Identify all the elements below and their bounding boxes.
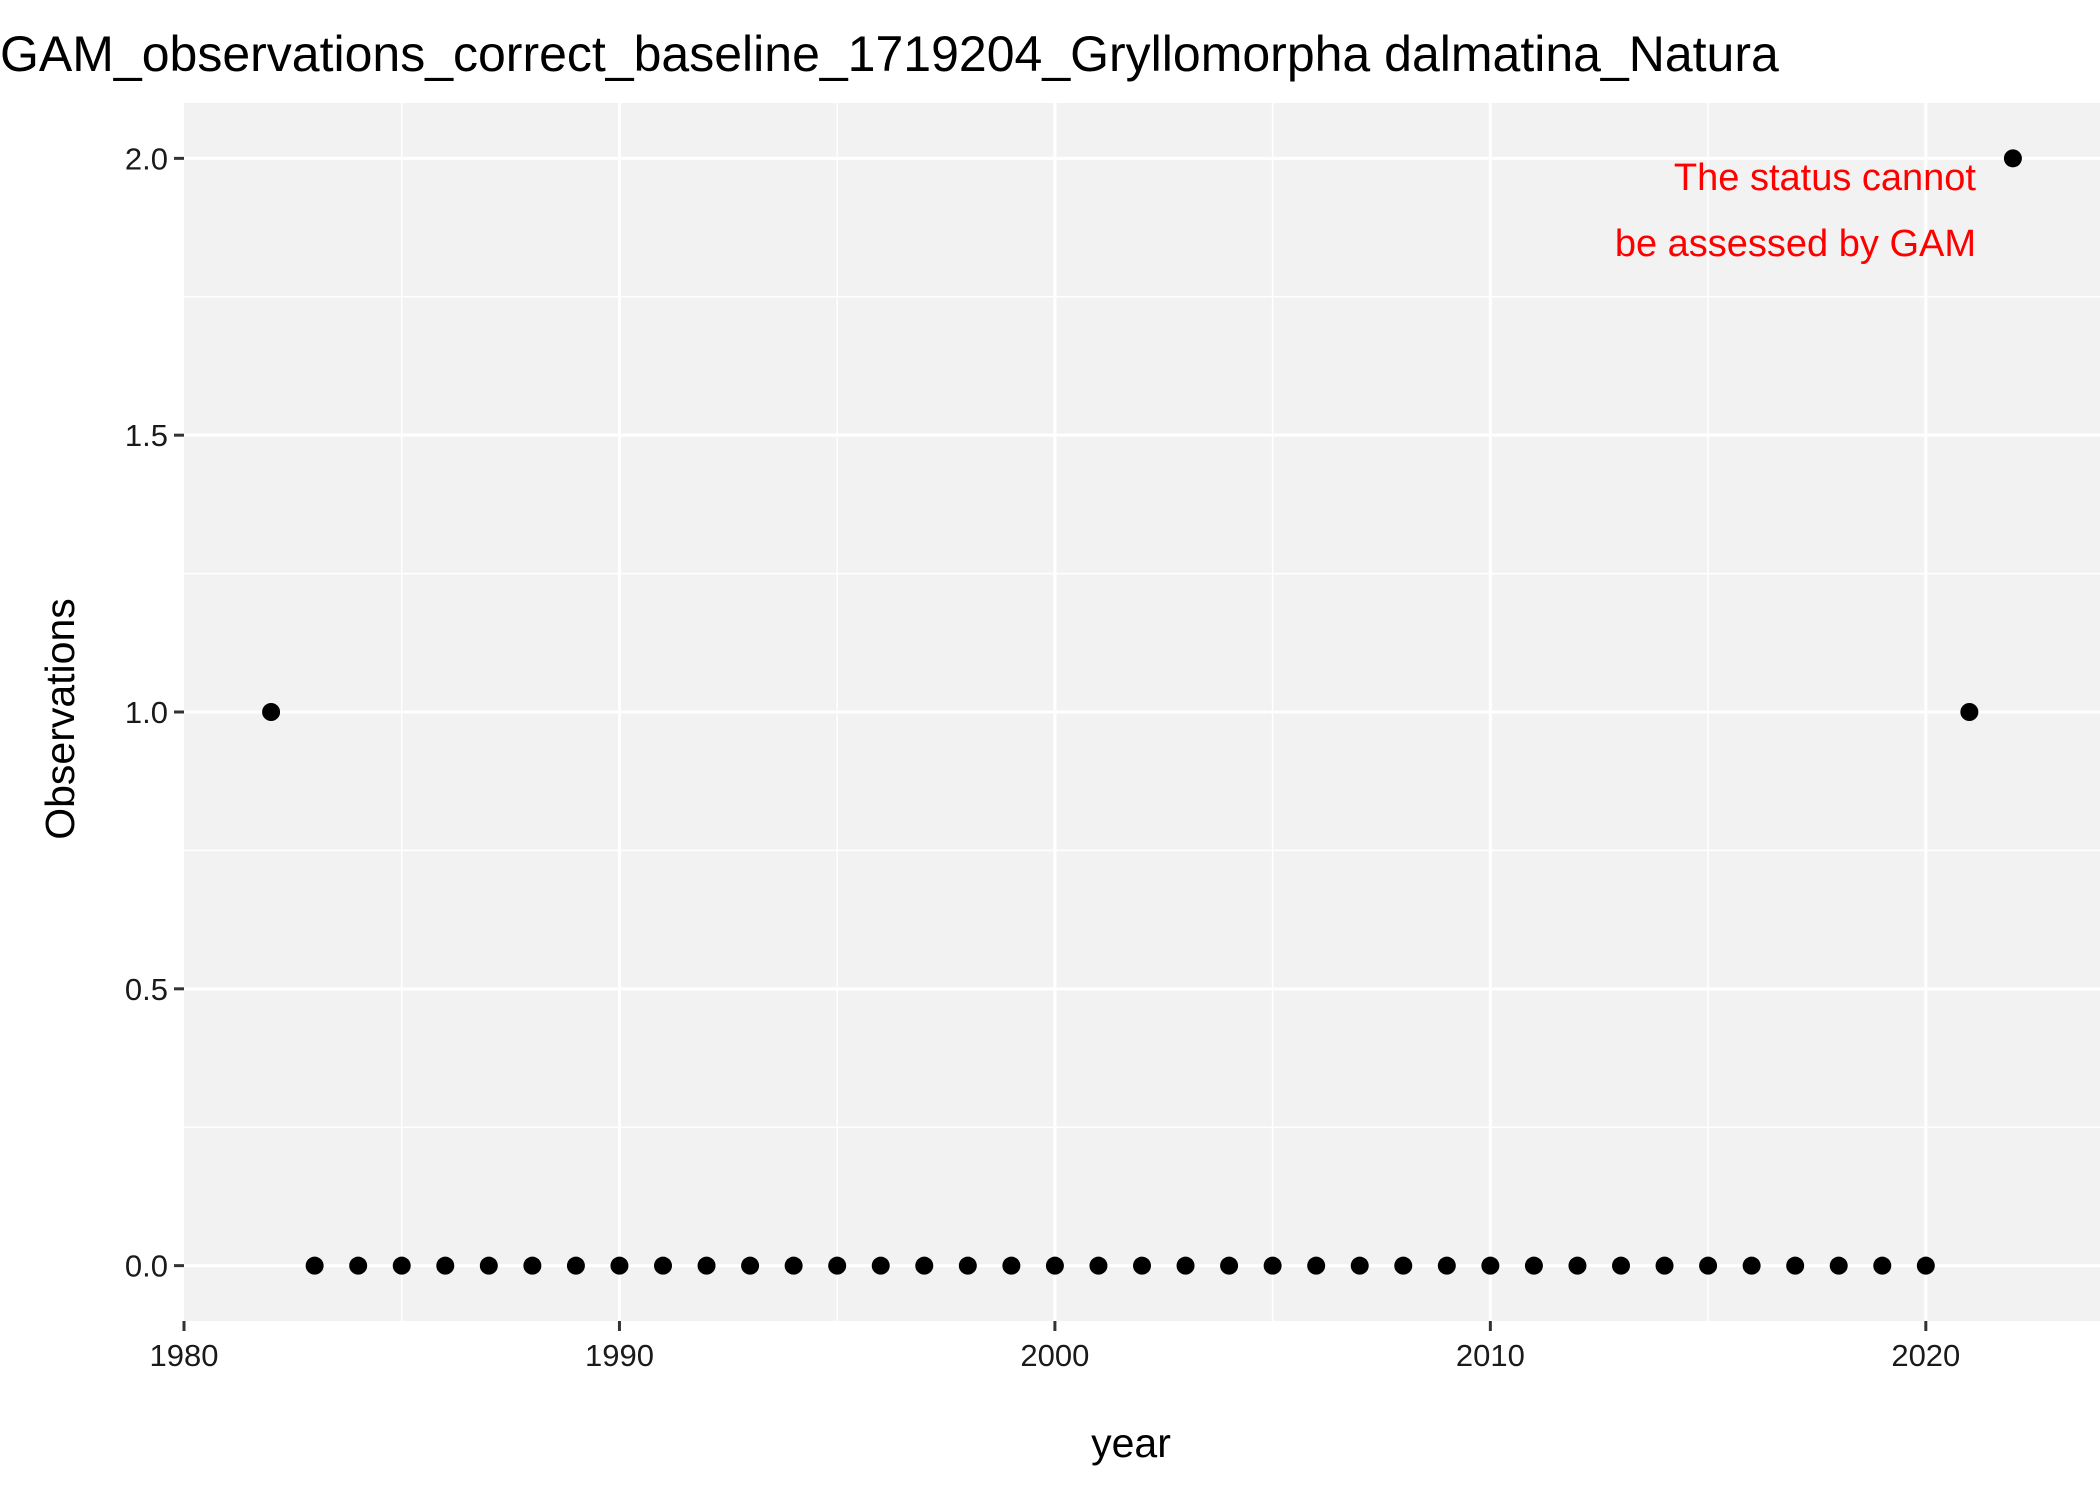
data-point (566, 1256, 585, 1275)
data-point (436, 1256, 455, 1275)
data-point (1742, 1256, 1761, 1275)
data-point (654, 1256, 672, 1275)
grid-major (184, 103, 2100, 1321)
chart-title: GAM_observations_correct_baseline_171920… (0, 26, 1779, 82)
data-point (828, 1256, 847, 1275)
data-point (1133, 1256, 1151, 1275)
data-point (610, 1256, 629, 1275)
x-tick-label: 2020 (1891, 1338, 1960, 1373)
data-point (1612, 1256, 1630, 1275)
data-point (1437, 1256, 1456, 1275)
data-point (1786, 1256, 1805, 1275)
data-point (349, 1256, 368, 1275)
data-point (741, 1256, 760, 1275)
data-point (1655, 1256, 1674, 1275)
data-point (1089, 1256, 1108, 1275)
data-point (262, 703, 281, 721)
data-point (784, 1256, 803, 1275)
data-point (1350, 1256, 1369, 1275)
data-point (1568, 1256, 1587, 1275)
data-point (1176, 1256, 1195, 1275)
data-point (915, 1256, 934, 1275)
data-point (523, 1256, 542, 1275)
data-point (1699, 1256, 1718, 1275)
data-point (1220, 1256, 1239, 1275)
data-point (1045, 1256, 1064, 1275)
data-points (262, 149, 2022, 1275)
y-tick-label: 0.5 (125, 972, 168, 1007)
data-point (392, 1256, 411, 1275)
data-point (479, 1256, 498, 1275)
data-point (1263, 1256, 1282, 1275)
y-tick-label: 2.0 (125, 141, 168, 176)
y-tick-label: 1.5 (125, 418, 168, 453)
x-axis-title: year (1091, 1420, 1171, 1466)
y-axis: 0.0 0.5 1.0 1.5 2.0 (125, 141, 184, 1284)
data-point (697, 1256, 716, 1275)
data-point (1394, 1256, 1413, 1275)
y-tick-label: 0.0 (125, 1249, 168, 1284)
y-axis-title: Observations (37, 598, 83, 840)
data-point (1002, 1256, 1021, 1275)
data-point (871, 1256, 890, 1275)
annotation-line: The status cannot (1674, 157, 1977, 199)
data-point (958, 1256, 977, 1275)
x-axis: 1980 1990 2000 2010 2020 (150, 1321, 1960, 1373)
data-point (2003, 149, 2022, 168)
data-point (1916, 1256, 1935, 1275)
x-tick-label: 1990 (585, 1338, 654, 1373)
status-annotation: The status cannot be assessed by GAM (1615, 157, 1977, 265)
data-point (1307, 1256, 1326, 1275)
data-point (305, 1256, 324, 1275)
data-point (1524, 1256, 1543, 1275)
data-point (1481, 1256, 1500, 1275)
annotation-line: be assessed by GAM (1615, 223, 1976, 265)
data-point (1829, 1256, 1848, 1275)
x-tick-label: 2010 (1456, 1338, 1525, 1373)
data-point (1960, 703, 1979, 721)
data-point (1873, 1256, 1892, 1275)
x-tick-label: 1980 (150, 1338, 219, 1373)
y-tick-label: 1.0 (125, 695, 168, 730)
x-tick-label: 2000 (1020, 1338, 1089, 1373)
